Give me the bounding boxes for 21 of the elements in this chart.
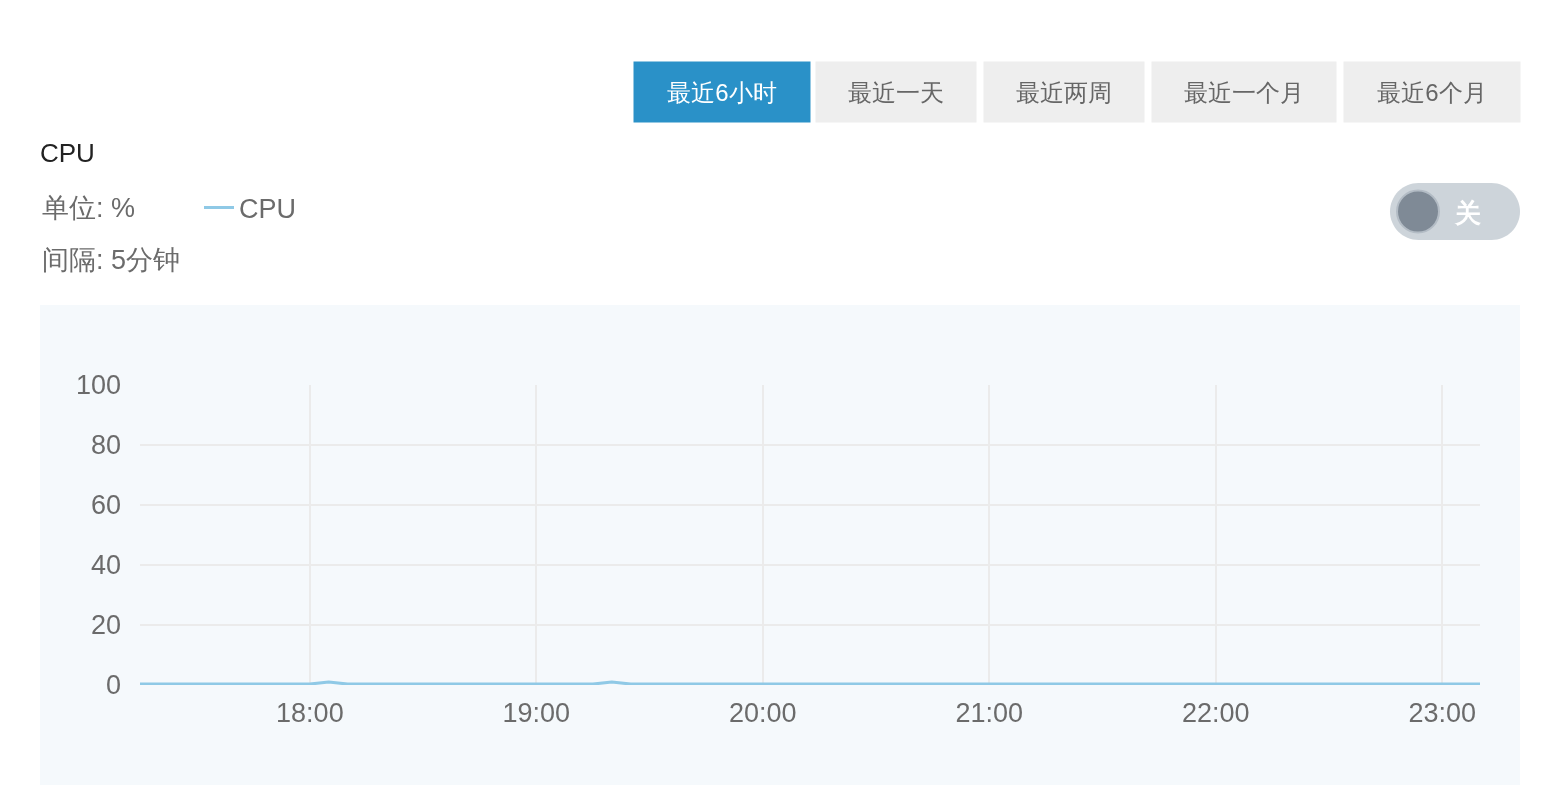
- y-tick-label: 40: [90, 550, 121, 581]
- x-tick-label: 18:00: [276, 698, 344, 728]
- y-tick-label: 0: [105, 670, 121, 701]
- x-tick-label: 21:00: [955, 698, 1024, 728]
- legend-label: CPU: [239, 194, 297, 225]
- chart-title: CPU: [40, 138, 95, 169]
- x-tick-label: 22:00: [1181, 698, 1250, 728]
- y-tick-label: 60: [90, 490, 121, 521]
- chart-subtitle: 间隔: 5分钟: [42, 245, 181, 275]
- x-tick-label: 23:00: [1408, 698, 1477, 728]
- text: 最近一天: [848, 78, 944, 106]
- text: 最近一个月: [1184, 78, 1304, 106]
- x-tick-label: 19:00: [502, 698, 571, 728]
- y-tick-label: 80: [90, 430, 121, 461]
- x-tick-label: 20:00: [729, 698, 797, 728]
- text: 最近6个月: [1377, 78, 1487, 106]
- text: 单位: %: [42, 193, 136, 223]
- text: 最近6小时: [667, 78, 777, 106]
- y-tick-label: 100: [75, 370, 121, 401]
- text: 最近两周: [1016, 78, 1112, 106]
- y-tick-label: 20: [90, 610, 121, 641]
